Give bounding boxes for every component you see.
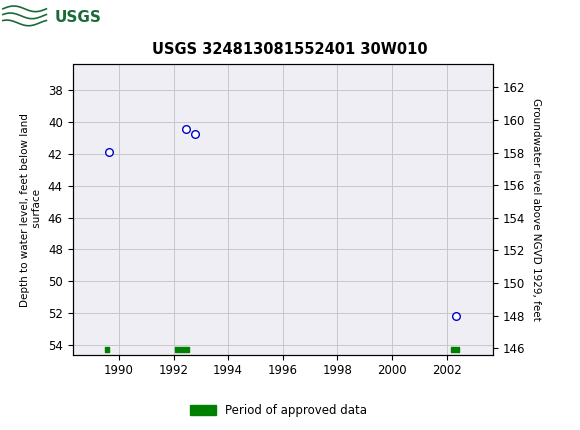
- Bar: [3, 2, 93, 34]
- Text: USGS: USGS: [55, 10, 102, 25]
- Y-axis label: Depth to water level, feet below land
 surface: Depth to water level, feet below land su…: [20, 113, 42, 307]
- Text: USGS 324813081552401 30W010: USGS 324813081552401 30W010: [152, 43, 428, 57]
- Y-axis label: Groundwater level above NGVD 1929, feet: Groundwater level above NGVD 1929, feet: [531, 98, 541, 321]
- Legend: Period of approved data: Period of approved data: [185, 399, 372, 422]
